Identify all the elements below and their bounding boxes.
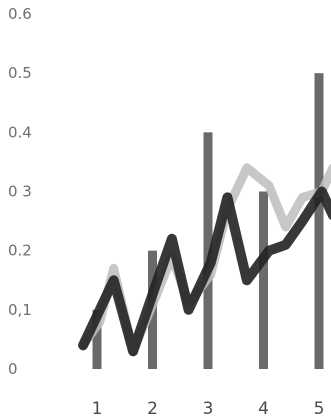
x-tick-label: 5 [314, 399, 325, 419]
y-tick-label: 0.2 [8, 242, 32, 260]
y-tick-label: 0.5 [8, 64, 32, 82]
x-tick-label: 3 [203, 399, 214, 419]
x-tick-label: 2 [147, 399, 158, 419]
y-tick-label: 0 [8, 360, 18, 378]
x-tick-label: 4 [258, 399, 269, 419]
bar [203, 132, 213, 369]
bar [92, 309, 102, 369]
y-tick-label: 0.4 [8, 123, 32, 141]
y-tick-label: 0,1 [8, 301, 32, 319]
bar [314, 73, 324, 370]
series-line [78, 186, 331, 357]
x-tick-label: 1 [92, 399, 103, 419]
bar [259, 191, 268, 369]
y-tick-label: 0 3 [8, 183, 32, 201]
y-tick-label: 0.6 [8, 5, 32, 23]
